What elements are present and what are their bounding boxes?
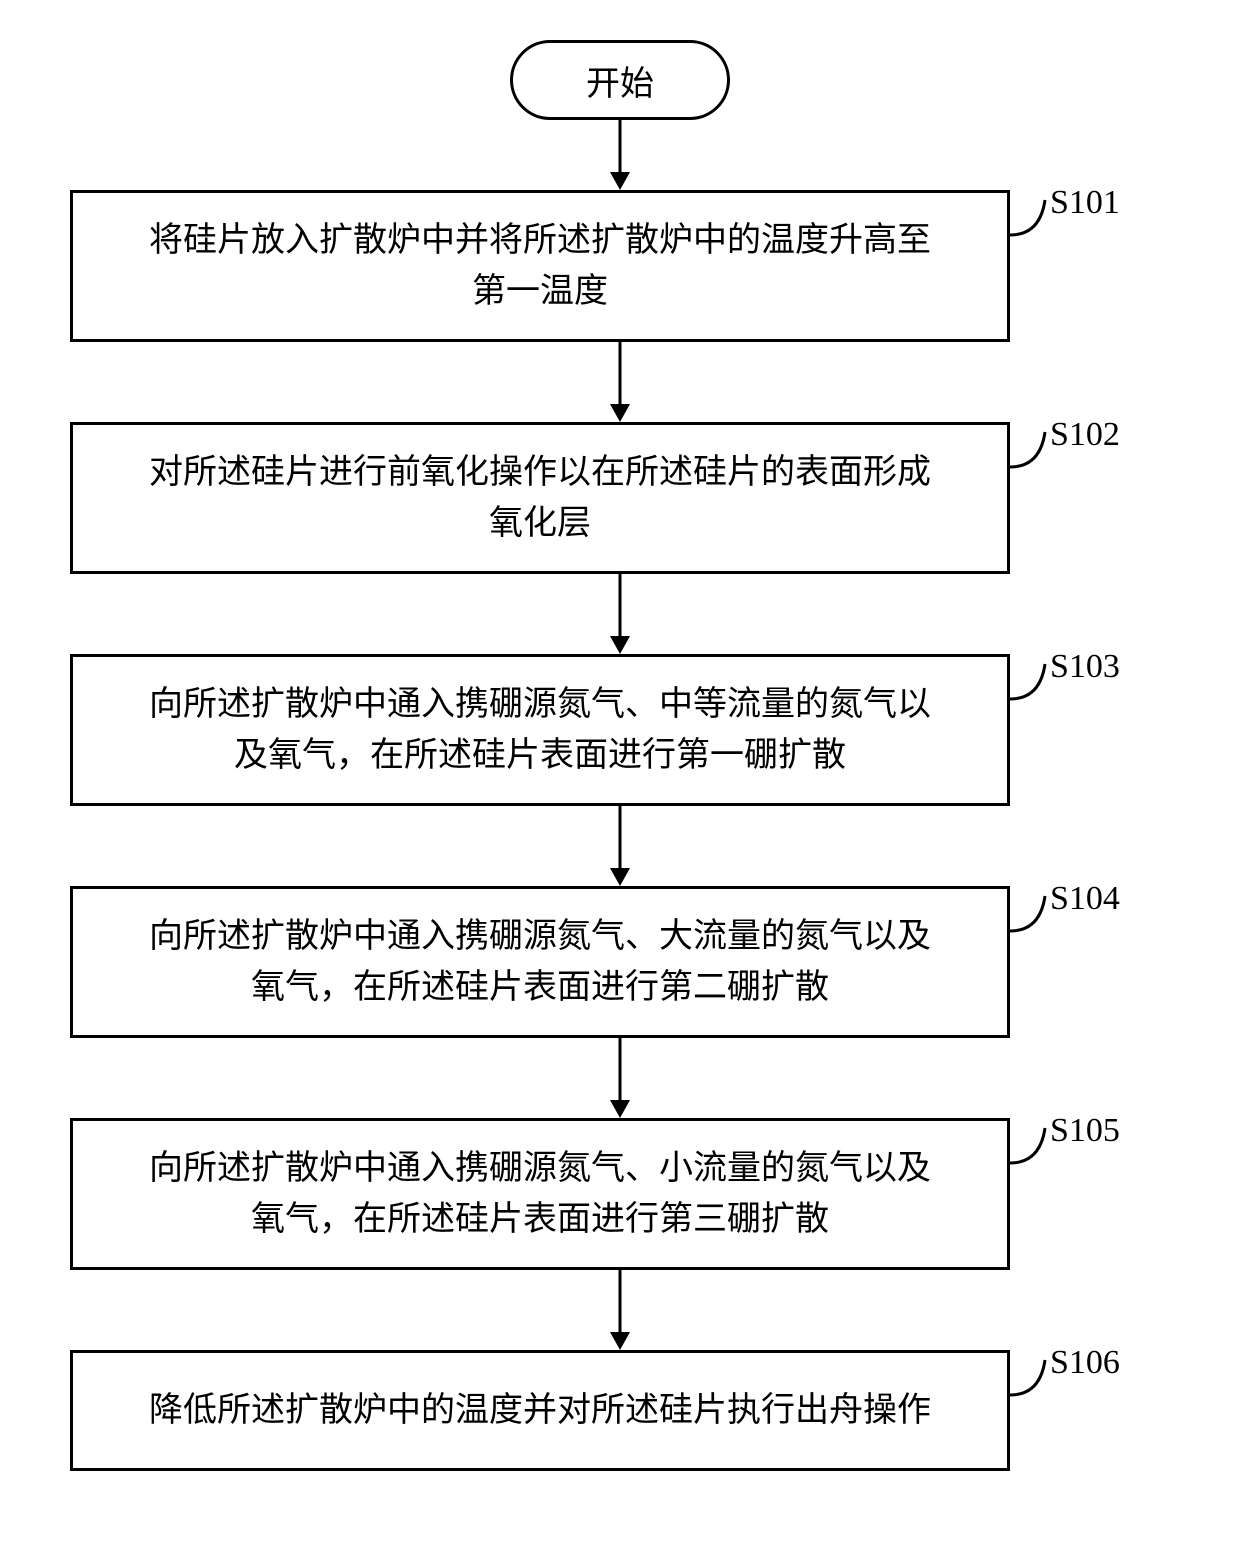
step-text: 向所述扩散炉中通入携硼源氮气、小流量的氮气以及	[149, 1150, 931, 1187]
step-text: 对所述硅片进行前氧化操作以在所述硅片的表面形成	[149, 454, 931, 491]
arrow-s103-s104	[150, 806, 1090, 886]
step-row-s106: 降低所述扩散炉中的温度并对所述硅片执行出舟操作 S106	[70, 1350, 1170, 1471]
start-node: 开始	[510, 40, 730, 120]
start-label: 开始	[586, 56, 654, 105]
step-text: 及氧气，在所述硅片表面进行第一硼扩散	[234, 737, 846, 774]
step-row-s105: 向所述扩散炉中通入携硼源氮气、小流量的氮气以及 氧气，在所述硅片表面进行第三硼扩…	[70, 1118, 1170, 1270]
step-row-s101: 将硅片放入扩散炉中并将所述扩散炉中的温度升高至 第一温度 S101	[70, 190, 1170, 342]
step-text: 将硅片放入扩散炉中并将所述扩散炉中的温度升高至	[149, 222, 931, 259]
arrow-s104-s105	[150, 1038, 1090, 1118]
step-box-s102: 对所述硅片进行前氧化操作以在所述硅片的表面形成 氧化层	[70, 422, 1010, 574]
step-text: 向所述扩散炉中通入携硼源氮气、中等流量的氮气以	[149, 686, 931, 723]
step-id-s104: S104	[1050, 880, 1120, 918]
step-text: 向所述扩散炉中通入携硼源氮气、大流量的氮气以及	[149, 918, 931, 955]
step-id-s103: S103	[1050, 648, 1120, 686]
step-text: 氧化层	[489, 505, 591, 542]
step-box-s103: 向所述扩散炉中通入携硼源氮气、中等流量的氮气以 及氧气，在所述硅片表面进行第一硼…	[70, 654, 1010, 806]
step-box-s105: 向所述扩散炉中通入携硼源氮气、小流量的氮气以及 氧气，在所述硅片表面进行第三硼扩…	[70, 1118, 1010, 1270]
step-id-s102: S102	[1050, 416, 1120, 454]
step-row-s104: 向所述扩散炉中通入携硼源氮气、大流量的氮气以及 氧气，在所述硅片表面进行第二硼扩…	[70, 886, 1170, 1038]
step-row-s103: 向所述扩散炉中通入携硼源氮气、中等流量的氮气以 及氧气，在所述硅片表面进行第一硼…	[70, 654, 1170, 806]
step-id-s106: S106	[1050, 1344, 1120, 1382]
step-text: 氧气，在所述硅片表面进行第二硼扩散	[251, 969, 829, 1006]
boron-diffusion-flowchart: 开始 将硅片放入扩散炉中并将所述扩散炉中的温度升高至 第一温度 S101 对所述…	[70, 40, 1170, 1471]
arrow-start-to-s101	[150, 120, 1090, 190]
step-text: 降低所述扩散炉中的温度并对所述硅片执行出舟操作	[149, 1392, 931, 1429]
step-id-s105: S105	[1050, 1112, 1120, 1150]
step-row-s102: 对所述硅片进行前氧化操作以在所述硅片的表面形成 氧化层 S102	[70, 422, 1170, 574]
arrow-s102-s103	[150, 574, 1090, 654]
step-box-s101: 将硅片放入扩散炉中并将所述扩散炉中的温度升高至 第一温度	[70, 190, 1010, 342]
step-box-s106: 降低所述扩散炉中的温度并对所述硅片执行出舟操作	[70, 1350, 1010, 1471]
arrow-s101-s102	[150, 342, 1090, 422]
step-id-s101: S101	[1050, 184, 1120, 222]
step-box-s104: 向所述扩散炉中通入携硼源氮气、大流量的氮气以及 氧气，在所述硅片表面进行第二硼扩…	[70, 886, 1010, 1038]
arrow-s105-s106	[150, 1270, 1090, 1350]
step-text: 氧气，在所述硅片表面进行第三硼扩散	[251, 1201, 829, 1238]
step-text: 第一温度	[472, 273, 608, 310]
